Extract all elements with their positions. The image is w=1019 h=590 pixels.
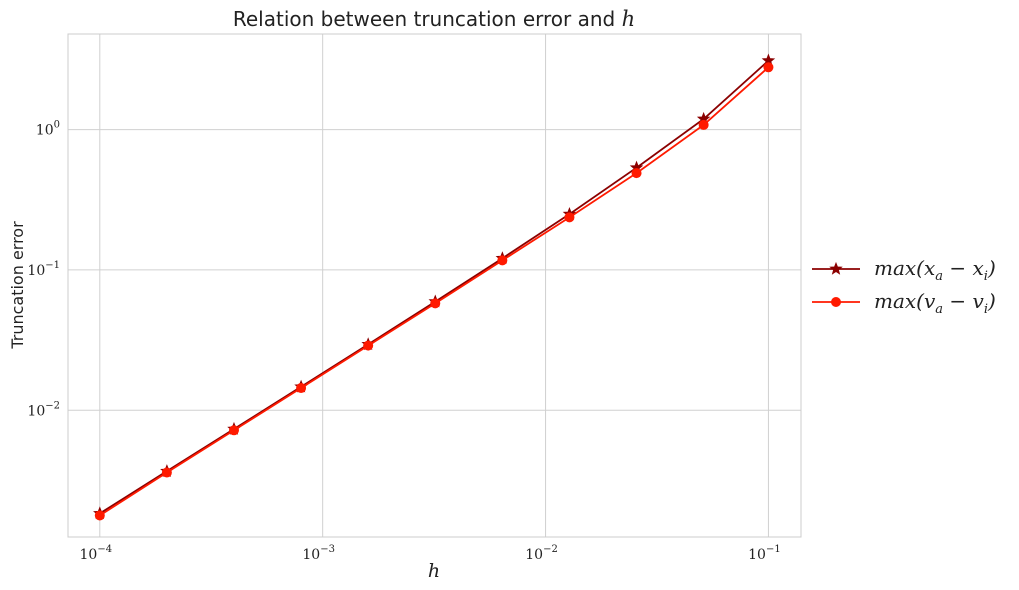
legend-swatch-marker (829, 261, 843, 275)
x-tick-base: 10 (525, 547, 543, 563)
legend-label-part: i (984, 269, 988, 284)
y-tick-exponent: −2 (45, 400, 60, 411)
legend-label-part: max(v (874, 289, 936, 313)
x-axis-label: h (428, 560, 440, 582)
chart-title-text: Relation between truncation error and (233, 7, 622, 31)
data-point (228, 425, 239, 436)
grid-layer (68, 34, 801, 537)
series-1 (93, 53, 776, 520)
y-tick-label: 100 (36, 120, 60, 139)
x-tick-label: 10−4 (80, 544, 113, 563)
series-2 (94, 62, 774, 521)
y-tick-base: 10 (27, 263, 45, 279)
legend-label-part: − v (943, 289, 984, 313)
data-point (497, 255, 508, 266)
legend-label-part: ) (987, 256, 996, 280)
series-line (99, 59, 770, 515)
x-tick-label: 10−2 (525, 544, 558, 563)
plot-frame (67, 33, 802, 538)
y-tick-label: 10−2 (27, 400, 60, 419)
x-tick-base: 10 (302, 547, 320, 563)
legend-label-part: a (935, 302, 943, 317)
legend: max(xa − xi)max(va − vi) (812, 256, 996, 317)
chart-title: Relation between truncation error and h (233, 7, 635, 31)
x-tick-exponent: −2 (543, 544, 558, 555)
legend-swatch-marker (831, 297, 841, 307)
series-line (99, 66, 770, 517)
legend-item: max(xa − xi) (812, 256, 996, 284)
x-tick-exponent: −1 (766, 544, 781, 555)
x-tick-label: 10−1 (748, 544, 781, 563)
x-tick-base: 10 (748, 547, 766, 563)
y-tick-exponent: 0 (54, 120, 60, 131)
series-layer (93, 53, 776, 521)
data-point (631, 168, 642, 179)
x-tick-exponent: −3 (320, 544, 335, 555)
data-point (296, 383, 307, 394)
legend-label-part: a (935, 269, 943, 284)
data-point (698, 119, 709, 130)
y-tick-base: 10 (36, 123, 54, 139)
legend-label: max(xa − xi) (874, 256, 996, 284)
x-tick-base: 10 (80, 547, 98, 563)
y-tick-label: 10−1 (27, 260, 60, 279)
data-point (564, 212, 575, 223)
legend-label: max(va − vi) (874, 289, 996, 317)
legend-label-part: max(x (874, 256, 935, 280)
data-point (430, 298, 441, 309)
data-point (363, 340, 374, 351)
y-axis-label: Truncation error (8, 221, 27, 350)
x-tick-exponent: −4 (97, 544, 112, 555)
legend-label-part: i (984, 302, 988, 317)
legend-item: max(va − vi) (812, 289, 996, 317)
legend-label-part: − x (943, 256, 984, 280)
y-tick-exponent: −1 (45, 260, 60, 271)
chart-title-variable: h (622, 7, 636, 31)
legend-label-part: ) (987, 289, 996, 313)
x-tick-label: 10−3 (302, 544, 335, 563)
data-point (763, 62, 774, 73)
data-point (161, 467, 172, 478)
data-point (94, 510, 105, 521)
y-tick-base: 10 (27, 403, 45, 419)
